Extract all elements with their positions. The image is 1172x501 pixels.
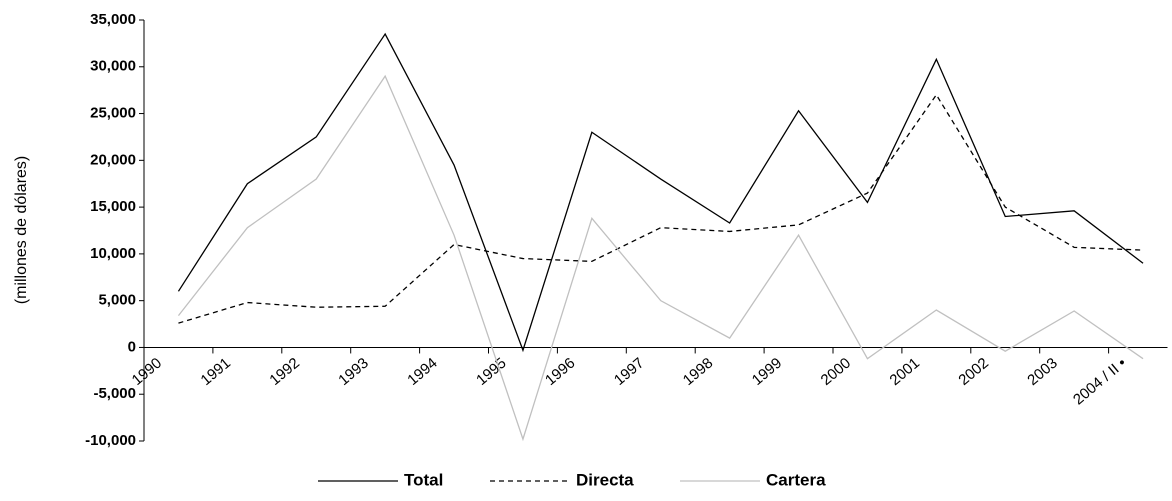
y-tick-label: 0 [128,338,136,355]
y-tick-label: 25,000 [90,105,136,122]
legend-label: Cartera [766,470,826,489]
legend-label: Directa [576,470,634,489]
x-tick-label: 1993 [335,355,371,389]
x-tick-label: 2000 [818,355,854,389]
x-tick-label: 2001 [887,355,923,389]
y-tick-label: 35,000 [90,11,136,28]
x-tick-label: 2002 [955,355,991,389]
y-axis-label: (millones de dólares) [13,156,30,305]
x-tick-label: 1994 [404,355,440,389]
x-tick-label: 1992 [266,355,302,389]
y-tick-label: 5,000 [98,292,136,309]
series-line [178,93,1144,324]
x-tick-label: 2003 [1024,355,1060,389]
series-line [177,74,1144,442]
x-tick-label: 2004 / II • [1070,355,1130,409]
y-tick-label: 15,000 [90,198,136,215]
y-tick-label: 30,000 [90,58,136,75]
series-line [177,32,1144,353]
x-tick-label: 1990 [129,355,165,389]
y-tick-label: -10,000 [85,432,136,449]
x-tick-label: 1997 [611,355,647,389]
x-tick-label: 1998 [680,355,716,389]
x-tick-label: 1991 [198,355,234,389]
legend-label: Total [404,470,443,489]
y-tick-label: 20,000 [90,151,136,168]
x-tick-label: 1999 [749,355,785,389]
y-tick-label: -5,000 [93,385,136,402]
y-tick-label: 10,000 [90,245,136,262]
